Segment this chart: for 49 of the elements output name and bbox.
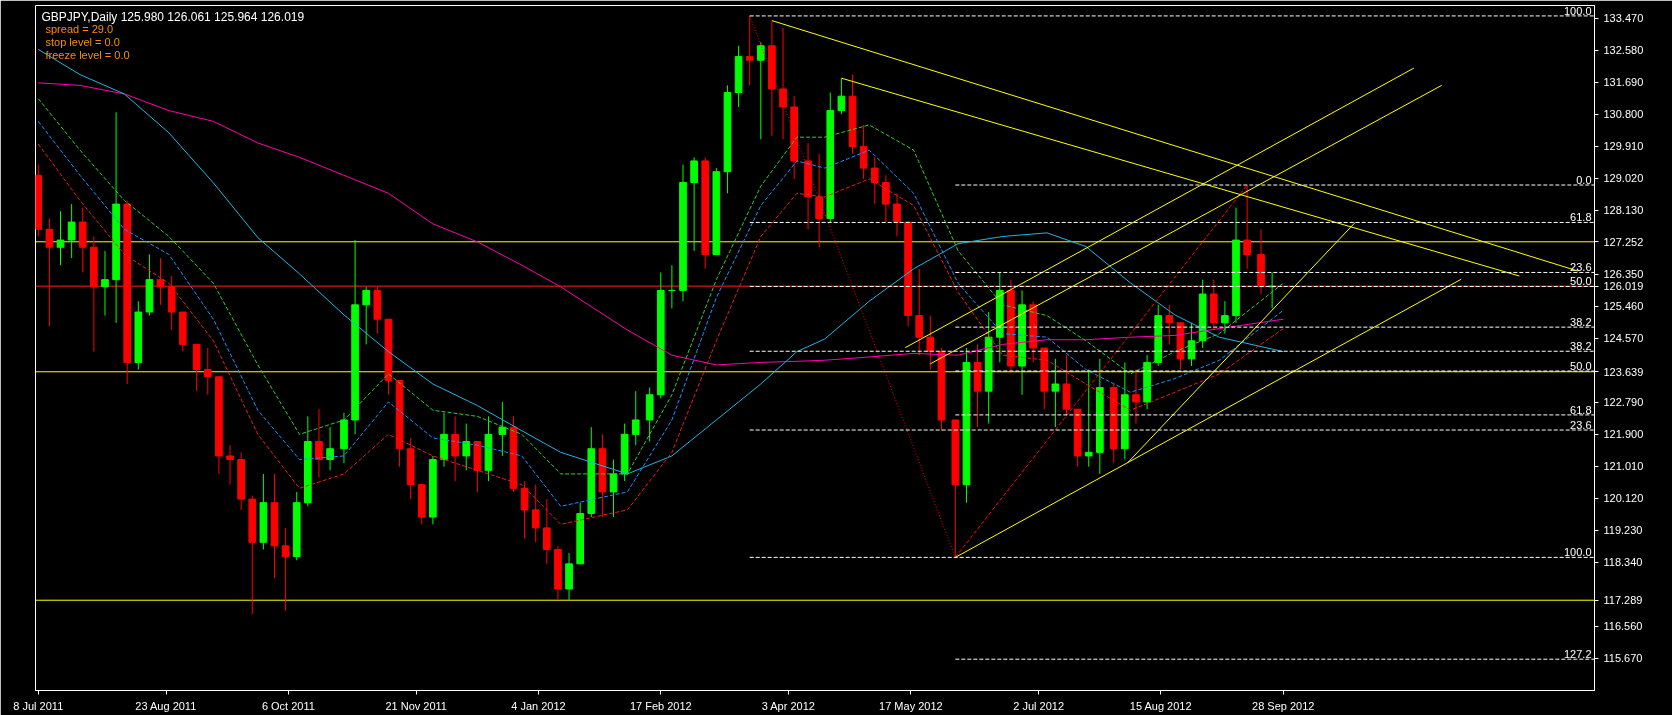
annotation: 23.6 xyxy=(1570,419,1592,432)
x-tick-label: 21 Nov 2011 xyxy=(385,699,448,712)
y-tick-label: 115.670 xyxy=(1603,652,1643,665)
annotation: 38.2 xyxy=(1570,316,1592,329)
annotation: 61.8 xyxy=(1570,403,1592,416)
y-tick-label: 121.900 xyxy=(1603,428,1644,441)
y-tick-label: 116.560 xyxy=(1603,620,1643,633)
annotation: 23.6 xyxy=(1570,261,1592,274)
x-tick-label: 17 May 2012 xyxy=(879,699,943,712)
ref-line-label: 126.019 xyxy=(1603,280,1644,293)
x-tick-label: 15 Aug 2012 xyxy=(1129,699,1192,712)
y-tick-label: 131.690 xyxy=(1603,76,1644,89)
x-tick-label: 2 Jul 2012 xyxy=(1013,699,1065,712)
y-tick-label: 126.350 xyxy=(1603,268,1644,281)
chart-title: GBPJPY,Daily 125.980 126.061 125.964 126.019 xyxy=(41,9,305,24)
y-tick-label: 118.340 xyxy=(1603,556,1643,569)
y-tick-label: 121.010 xyxy=(1603,460,1644,473)
x-tick-label: 8 Jul 2011 xyxy=(13,699,64,712)
y-tick-label: 132.580 xyxy=(1603,44,1644,57)
y-tick-label: 120.120 xyxy=(1603,492,1644,505)
y-tick-label: 119.230 xyxy=(1603,524,1643,537)
annotation: 0.0 xyxy=(1576,174,1592,187)
annotation: 61.8 xyxy=(1570,211,1592,224)
annotation: 50.0 xyxy=(1570,360,1592,373)
y-tick-label: 128.130 xyxy=(1603,204,1644,217)
annotation: stop level = 0.0 xyxy=(45,35,120,48)
annotation: spread = 29.0 xyxy=(45,22,114,35)
y-tick-label: 130.800 xyxy=(1603,108,1644,121)
y-tick-label: 125.460 xyxy=(1603,300,1644,313)
y-tick-label: 133.470 xyxy=(1603,12,1644,25)
annotation: 127.2 xyxy=(1563,648,1592,661)
y-tick-label: 124.570 xyxy=(1603,332,1644,345)
y-tick-label: 122.790 xyxy=(1603,396,1644,409)
annotation: freeze level = 0.0 xyxy=(45,48,130,61)
x-tick-label: 28 Sep 2012 xyxy=(1252,699,1315,712)
ref-line-label: 117.289 xyxy=(1603,594,1643,607)
x-tick-label: 4 Jan 2012 xyxy=(511,699,566,712)
annotation: 50.0 xyxy=(1570,275,1592,288)
x-tick-label: 17 Feb 2012 xyxy=(629,699,692,712)
x-tick-label: 6 Oct 2011 xyxy=(261,699,315,712)
ref-line-label: 127.252 xyxy=(1603,235,1644,248)
ref-line-label: 123.639 xyxy=(1603,365,1644,378)
y-tick-label: 129.020 xyxy=(1603,172,1644,185)
annotation: 100.0 xyxy=(1563,4,1592,17)
y-tick-label: 129.910 xyxy=(1603,140,1644,153)
x-tick-label: 23 Aug 2011 xyxy=(135,699,197,712)
annotation: 100.0 xyxy=(1563,546,1592,559)
x-tick-label: 3 Apr 2012 xyxy=(761,699,815,712)
annotation: 38.2 xyxy=(1570,340,1592,353)
